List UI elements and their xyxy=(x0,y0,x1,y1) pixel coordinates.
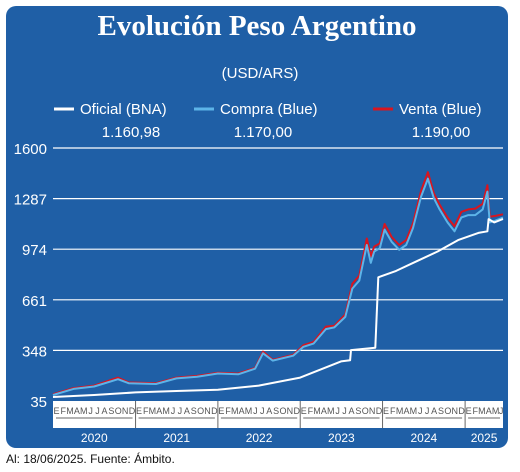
year-label: 2022 xyxy=(246,431,273,445)
month-tick-label: J xyxy=(260,406,265,416)
year-label: 2025 xyxy=(471,431,498,445)
source-note: Al: 18/06/2025. Fuente: Ámbito. xyxy=(6,452,175,466)
month-tick-label: F xyxy=(308,406,314,416)
month-tick-label: N xyxy=(451,406,458,416)
month-tick-label: M xyxy=(162,406,170,416)
month-tick-label: D xyxy=(376,406,383,416)
year-label: 2024 xyxy=(410,431,437,445)
y-tick-label: 35 xyxy=(30,394,47,411)
month-tick-label: M xyxy=(66,406,74,416)
month-tick-label: M xyxy=(149,406,157,416)
month-tick-label: A xyxy=(239,406,245,416)
month-tick-label: S xyxy=(108,406,114,416)
month-tick-label: M xyxy=(410,406,418,416)
legend-label: Compra (Blue) xyxy=(220,101,318,118)
month-tick-label: J xyxy=(171,406,176,416)
month-tick-label: M xyxy=(327,406,335,416)
y-tick-label: 1600 xyxy=(14,141,47,158)
x-axis-band xyxy=(53,401,503,428)
month-tick-label: D xyxy=(458,406,465,416)
legend-last-value: 1.170,00 xyxy=(234,124,292,141)
month-tick-label: F xyxy=(143,406,149,416)
chart-svg: (USD/ARS) Oficial (BNA) 1.160,98 Compra (B… xyxy=(14,65,504,445)
month-tick-label: A xyxy=(321,406,327,416)
month-tick-label: F xyxy=(390,406,396,416)
month-tick-label: A xyxy=(184,406,190,416)
month-tick-label: E xyxy=(301,406,307,416)
legend-last-value: 1.190,00 xyxy=(412,124,470,141)
month-tick-label: S xyxy=(355,406,361,416)
series-compra-line xyxy=(52,177,504,396)
month-tick-label: F xyxy=(225,406,231,416)
month-tick-label: A xyxy=(156,406,162,416)
month-tick-label: M xyxy=(313,406,321,416)
month-tick-label: J xyxy=(418,406,423,416)
month-tick-label: S xyxy=(438,406,444,416)
month-tick-label: F xyxy=(61,406,67,416)
month-tick-label: J xyxy=(335,406,340,416)
month-tick-label: M xyxy=(80,406,88,416)
month-tick-label: A xyxy=(403,406,409,416)
month-tick-label: N xyxy=(287,406,294,416)
month-tick-label: J xyxy=(342,406,347,416)
year-label: 2021 xyxy=(163,431,190,445)
legend-label: Venta (Blue) xyxy=(399,101,482,118)
month-tick-label: M xyxy=(245,406,253,416)
month-tick-label: D xyxy=(129,406,136,416)
month-tick-label: A xyxy=(431,406,437,416)
month-tick-label: M xyxy=(396,406,404,416)
month-tick-label: E xyxy=(136,406,142,416)
month-tick-label: J xyxy=(499,406,504,416)
year-label: 2020 xyxy=(81,431,108,445)
month-tick-label: O xyxy=(197,406,204,416)
month-tick-label: O xyxy=(362,406,369,416)
month-tick-label: D xyxy=(211,406,218,416)
month-tick-label: A xyxy=(486,406,492,416)
chart-title: Evolución Peso Argentino xyxy=(97,10,417,42)
y-tick-label: 661 xyxy=(22,293,47,310)
month-tick-label: M xyxy=(492,406,500,416)
month-tick-label: N xyxy=(122,406,129,416)
month-tick-label: J xyxy=(425,406,430,416)
month-tick-label: A xyxy=(74,406,80,416)
month-tick-label: M xyxy=(231,406,239,416)
month-tick-label: S xyxy=(191,406,197,416)
year-label: 2023 xyxy=(328,431,355,445)
month-tick-label: O xyxy=(115,406,122,416)
month-tick-label: A xyxy=(102,406,108,416)
legend-label: Oficial (BNA) xyxy=(80,101,167,118)
month-tick-label: E xyxy=(53,406,59,416)
month-tick-label: E xyxy=(466,406,472,416)
month-tick-label: O xyxy=(279,406,286,416)
y-tick-label: 974 xyxy=(22,242,47,259)
plot-area xyxy=(53,148,503,401)
month-tick-label: F xyxy=(473,406,479,416)
month-tick-label: M xyxy=(478,406,486,416)
month-tick-label: E xyxy=(383,406,389,416)
month-tick-label: N xyxy=(369,406,376,416)
month-tick-label: S xyxy=(273,406,279,416)
month-tick-label: A xyxy=(266,406,272,416)
series-oficial-line xyxy=(52,218,504,398)
legend-last-value: 1.160,98 xyxy=(102,124,160,141)
chart-subtitle: (USD/ARS) xyxy=(222,65,299,82)
month-tick-label: O xyxy=(444,406,451,416)
month-tick-label: N xyxy=(204,406,211,416)
month-tick-label: J xyxy=(253,406,258,416)
month-tick-label: J xyxy=(88,406,93,416)
month-tick-label: A xyxy=(349,406,355,416)
month-tick-label: D xyxy=(293,406,300,416)
month-tick-label: E xyxy=(218,406,224,416)
y-tick-label: 1287 xyxy=(14,192,47,209)
month-tick-label: J xyxy=(178,406,183,416)
y-tick-label: 348 xyxy=(22,343,47,360)
month-tick-label: J xyxy=(95,406,100,416)
